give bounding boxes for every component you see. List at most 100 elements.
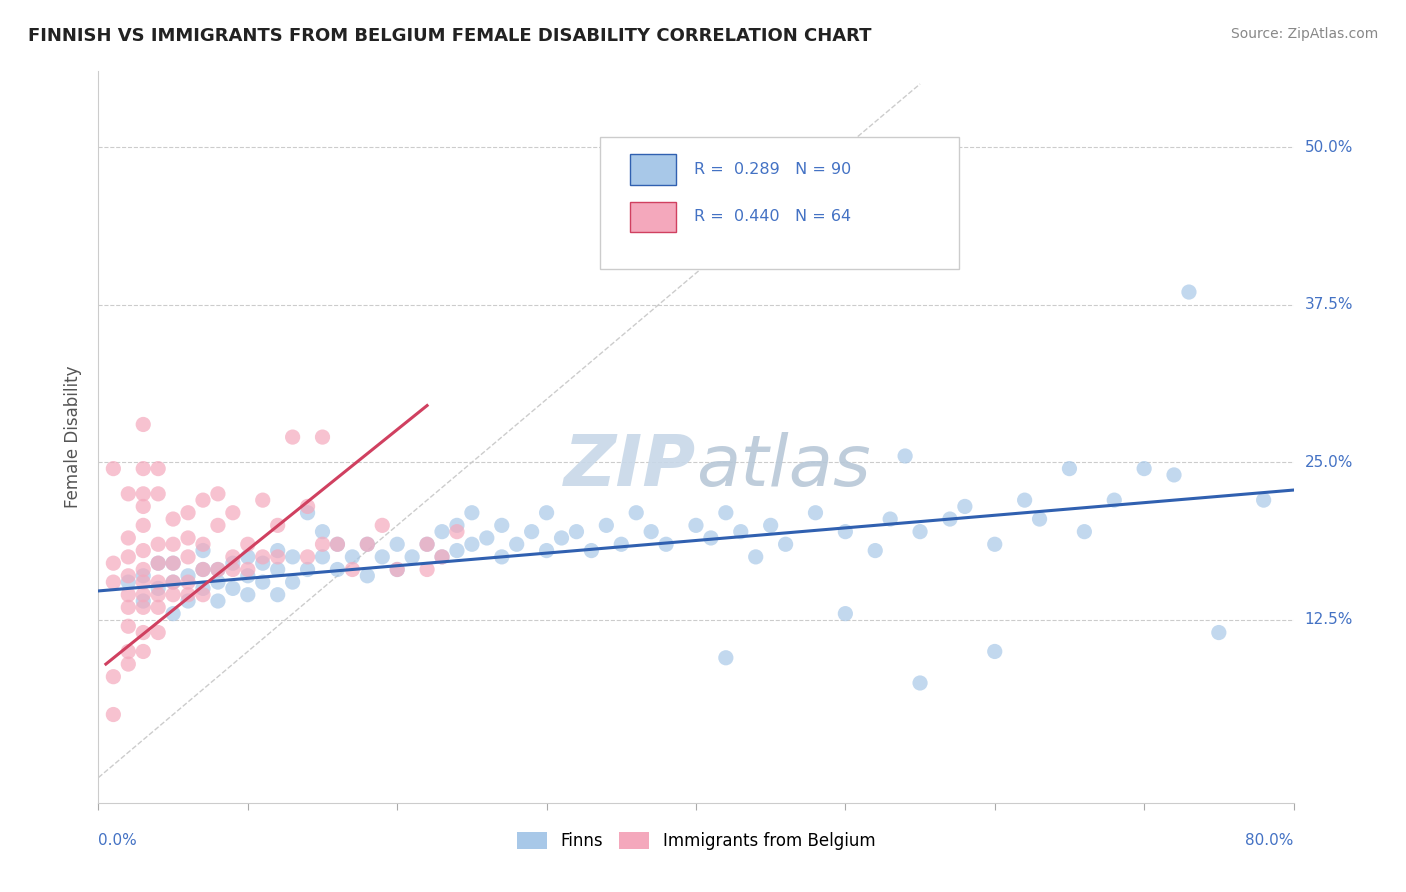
Point [177, 569, 200, 583]
Point [162, 537, 184, 551]
Point [371, 549, 394, 564]
Point [461, 537, 484, 551]
Point [311, 537, 333, 551]
Point [446, 518, 468, 533]
Point [416, 537, 439, 551]
Point [356, 569, 378, 583]
Point [984, 537, 1007, 551]
Point [103, 670, 125, 684]
Point [148, 556, 170, 570]
Point [162, 556, 184, 570]
Point [1073, 524, 1095, 539]
Point [297, 500, 319, 514]
Point [953, 500, 976, 514]
Point [267, 562, 290, 576]
Point [834, 524, 856, 539]
Point [879, 512, 901, 526]
Point [148, 600, 170, 615]
Point [148, 625, 170, 640]
Point [103, 556, 125, 570]
Point [191, 543, 214, 558]
Point [207, 594, 229, 608]
Point [132, 487, 155, 501]
Point [207, 487, 229, 501]
Point [148, 588, 170, 602]
Point [103, 575, 125, 590]
Point [267, 549, 290, 564]
Point [117, 531, 139, 545]
Point [610, 537, 633, 551]
Point [730, 524, 752, 539]
Point [207, 562, 229, 576]
Point [311, 524, 333, 539]
Point [430, 524, 453, 539]
Point [207, 575, 229, 590]
Point [191, 588, 214, 602]
Point [252, 575, 274, 590]
Point [326, 562, 349, 576]
Point [267, 543, 290, 558]
Point [281, 549, 304, 564]
Point [745, 549, 768, 564]
Point [236, 537, 259, 551]
FancyBboxPatch shape [630, 154, 676, 185]
Point [908, 676, 931, 690]
Point [342, 562, 364, 576]
Point [117, 575, 139, 590]
Point [177, 594, 200, 608]
Point [162, 575, 184, 590]
Point [311, 549, 333, 564]
Point [222, 562, 245, 576]
Point [177, 575, 200, 590]
Point [430, 549, 453, 564]
Point [655, 537, 678, 551]
Point [132, 625, 155, 640]
Point [475, 531, 498, 545]
Point [536, 543, 558, 558]
Point [191, 562, 214, 576]
Point [1253, 493, 1275, 508]
Point [236, 588, 259, 602]
Point [385, 562, 409, 576]
Point [222, 582, 245, 596]
Point [1028, 512, 1050, 526]
Point [162, 512, 184, 526]
Point [117, 569, 139, 583]
Point [371, 518, 394, 533]
Point [222, 549, 245, 564]
Point [132, 562, 155, 576]
Point [491, 518, 513, 533]
Point [117, 619, 139, 633]
Point [148, 461, 170, 475]
Text: R =  0.289   N = 90: R = 0.289 N = 90 [693, 161, 851, 177]
Point [1059, 461, 1081, 475]
Point [342, 549, 364, 564]
Point [117, 549, 139, 564]
Point [401, 549, 423, 564]
Point [236, 562, 259, 576]
Point [132, 600, 155, 615]
Point [865, 543, 887, 558]
Point [326, 537, 349, 551]
Point [1208, 625, 1230, 640]
Point [311, 430, 333, 444]
Text: R =  0.440   N = 64: R = 0.440 N = 64 [693, 210, 851, 225]
Point [117, 600, 139, 615]
Point [252, 493, 274, 508]
Point [804, 506, 827, 520]
Text: Source: ZipAtlas.com: Source: ZipAtlas.com [1230, 27, 1378, 41]
Y-axis label: Female Disability: Female Disability [65, 366, 83, 508]
Point [132, 575, 155, 590]
Point [103, 461, 125, 475]
Point [117, 644, 139, 658]
Point [132, 417, 155, 432]
Point [236, 549, 259, 564]
Point [191, 562, 214, 576]
Point [177, 531, 200, 545]
Point [162, 556, 184, 570]
Point [162, 607, 184, 621]
Point [132, 500, 155, 514]
Point [297, 506, 319, 520]
Point [117, 657, 139, 671]
Point [1133, 461, 1156, 475]
